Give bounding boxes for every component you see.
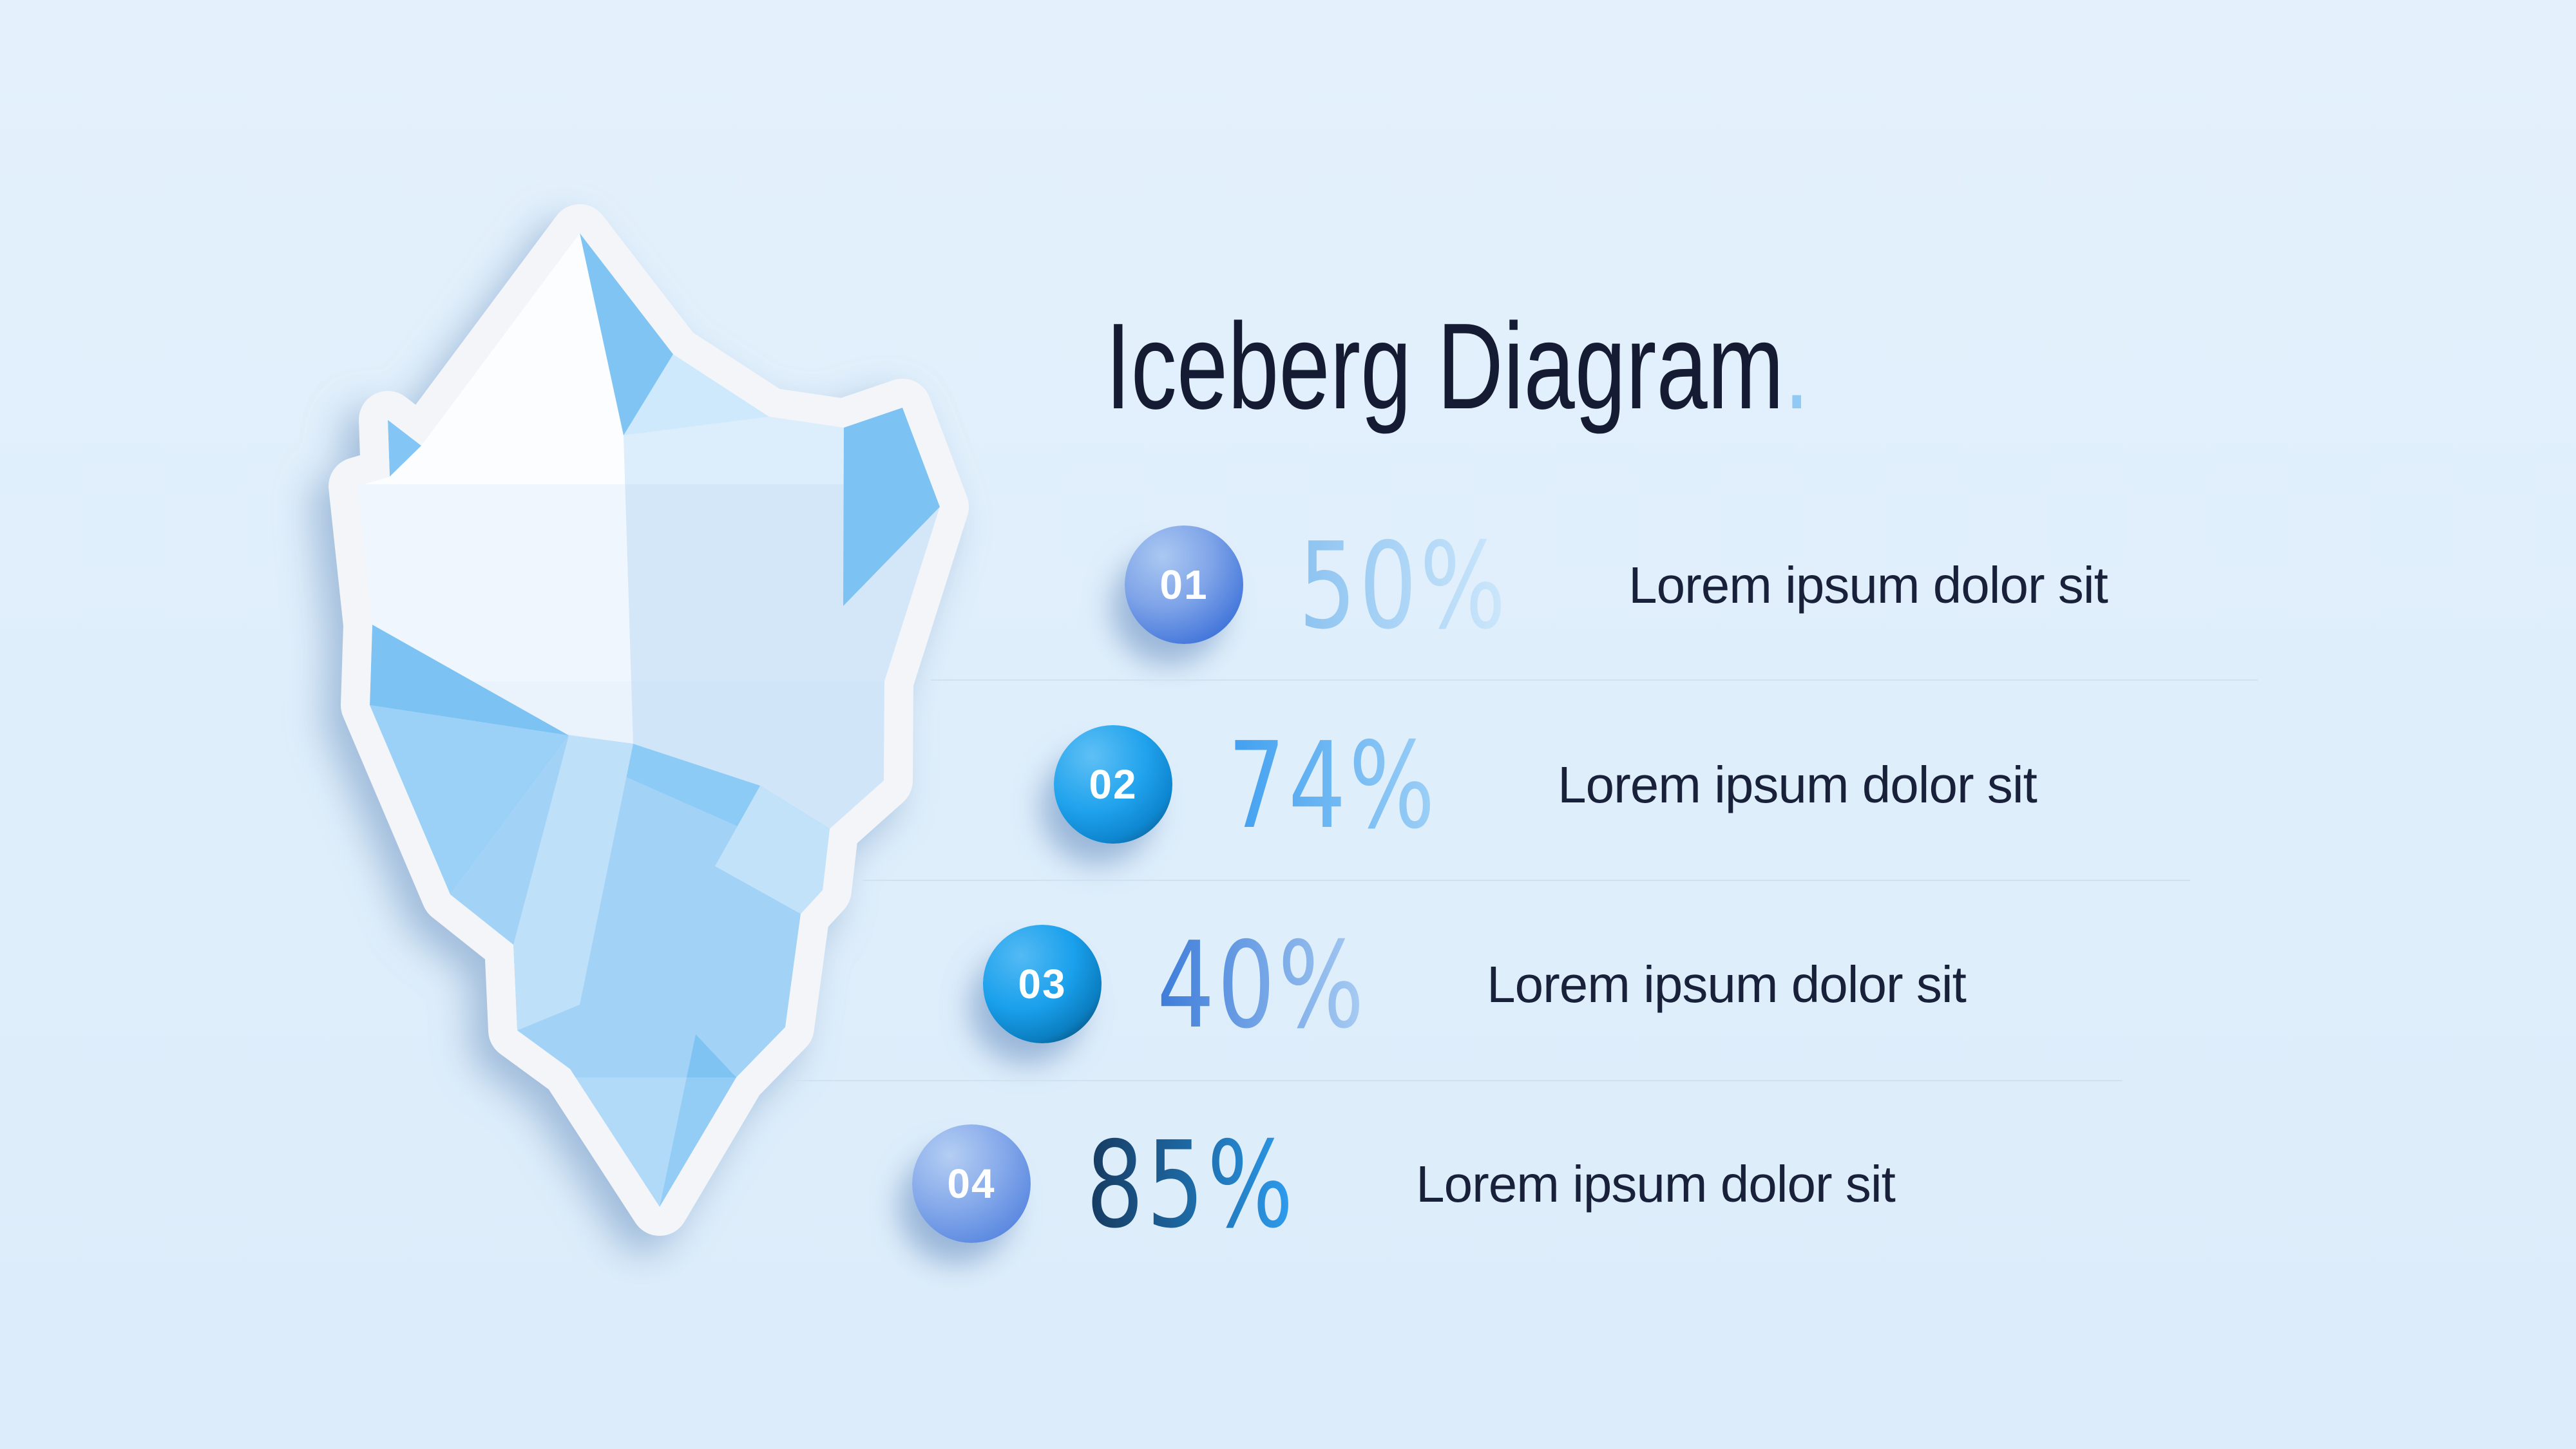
step-number-badge: 04 — [912, 1124, 1031, 1243]
step-row-3: 03 40% Lorem ipsum dolor sit — [0, 884, 2576, 1084]
page-title: Iceberg Diagram. — [1105, 305, 1809, 428]
step-row-1: 01 50% Lorem ipsum dolor sit — [0, 485, 2576, 685]
step-percent: 74% — [1228, 716, 1438, 855]
row-divider — [863, 880, 2190, 881]
page-title-text: Iceberg Diagram — [1105, 298, 1784, 435]
row-divider — [931, 679, 2258, 681]
step-row-4: 04 85% Lorem ipsum dolor sit — [0, 1084, 2576, 1283]
step-percent: 40% — [1157, 916, 1368, 1055]
step-description: Lorem ipsum dolor sit — [1416, 1155, 1896, 1213]
step-number-badge: 02 — [1054, 725, 1172, 844]
step-percent: 85% — [1086, 1115, 1297, 1255]
step-row-2: 02 74% Lorem ipsum dolor sit — [0, 685, 2576, 884]
step-number: 02 — [1089, 761, 1138, 808]
row-divider — [796, 1080, 2123, 1081]
step-description: Lorem ipsum dolor sit — [1628, 556, 2108, 614]
step-description: Lorem ipsum dolor sit — [1487, 956, 1967, 1013]
step-number: 04 — [947, 1160, 996, 1207]
step-number: 01 — [1159, 562, 1208, 608]
step-number-badge: 03 — [983, 925, 1102, 1043]
step-number: 03 — [1018, 961, 1067, 1007]
step-percent: 50% — [1299, 516, 1509, 656]
step-number-badge: 01 — [1125, 526, 1243, 644]
iceberg-icon — [329, 204, 969, 1236]
title-accent-dot: . — [1784, 298, 1809, 435]
step-description: Lorem ipsum dolor sit — [1558, 756, 2037, 813]
